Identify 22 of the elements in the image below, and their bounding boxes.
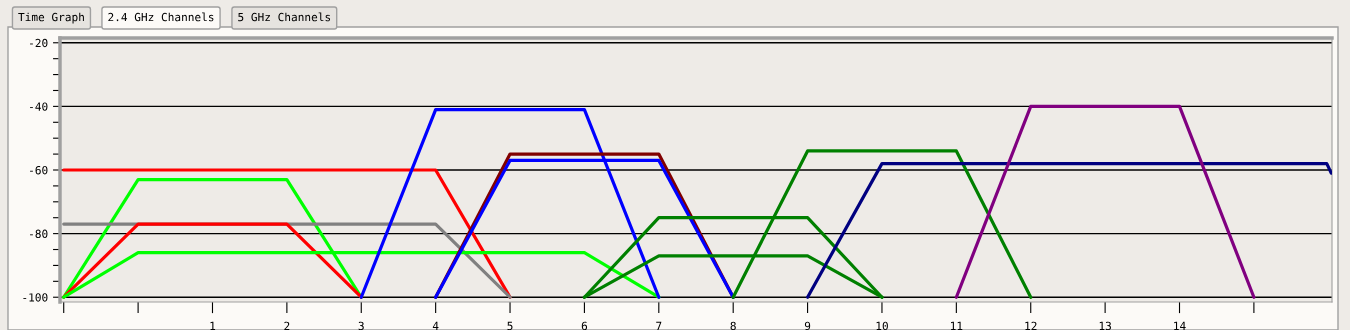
x-tick-label: 5 bbox=[507, 321, 513, 330]
y-tick-label: -100 bbox=[23, 293, 48, 302]
x-tick-label: 1 bbox=[210, 321, 216, 330]
y-tick-label: -20 bbox=[30, 38, 48, 48]
y-tick-label: -80 bbox=[30, 229, 48, 239]
x-tick-label: 7 bbox=[656, 321, 662, 330]
x-tick-label: 6 bbox=[581, 321, 588, 330]
x-tick-label: 3 bbox=[358, 321, 364, 330]
x-tick-label: 12 bbox=[1025, 321, 1037, 330]
y-tick-label: -40 bbox=[30, 102, 48, 111]
x-tick-label: 9 bbox=[804, 321, 811, 330]
x-tick-label: 11 bbox=[951, 321, 963, 330]
x-tick-label: 13 bbox=[1099, 321, 1111, 330]
x-tick-label: 8 bbox=[730, 321, 736, 330]
text: Time Graph bbox=[18, 12, 84, 24]
x-tick-label: 14 bbox=[1174, 321, 1186, 330]
x-tick-label: 4 bbox=[432, 321, 439, 330]
y-tick-label: -60 bbox=[30, 166, 48, 175]
text: 2.4 GHz Channels bbox=[108, 12, 214, 22]
text: 5 GHz Channels bbox=[238, 12, 331, 22]
x-tick-label: 2 bbox=[284, 321, 290, 330]
x-tick-label: 10 bbox=[876, 321, 888, 330]
